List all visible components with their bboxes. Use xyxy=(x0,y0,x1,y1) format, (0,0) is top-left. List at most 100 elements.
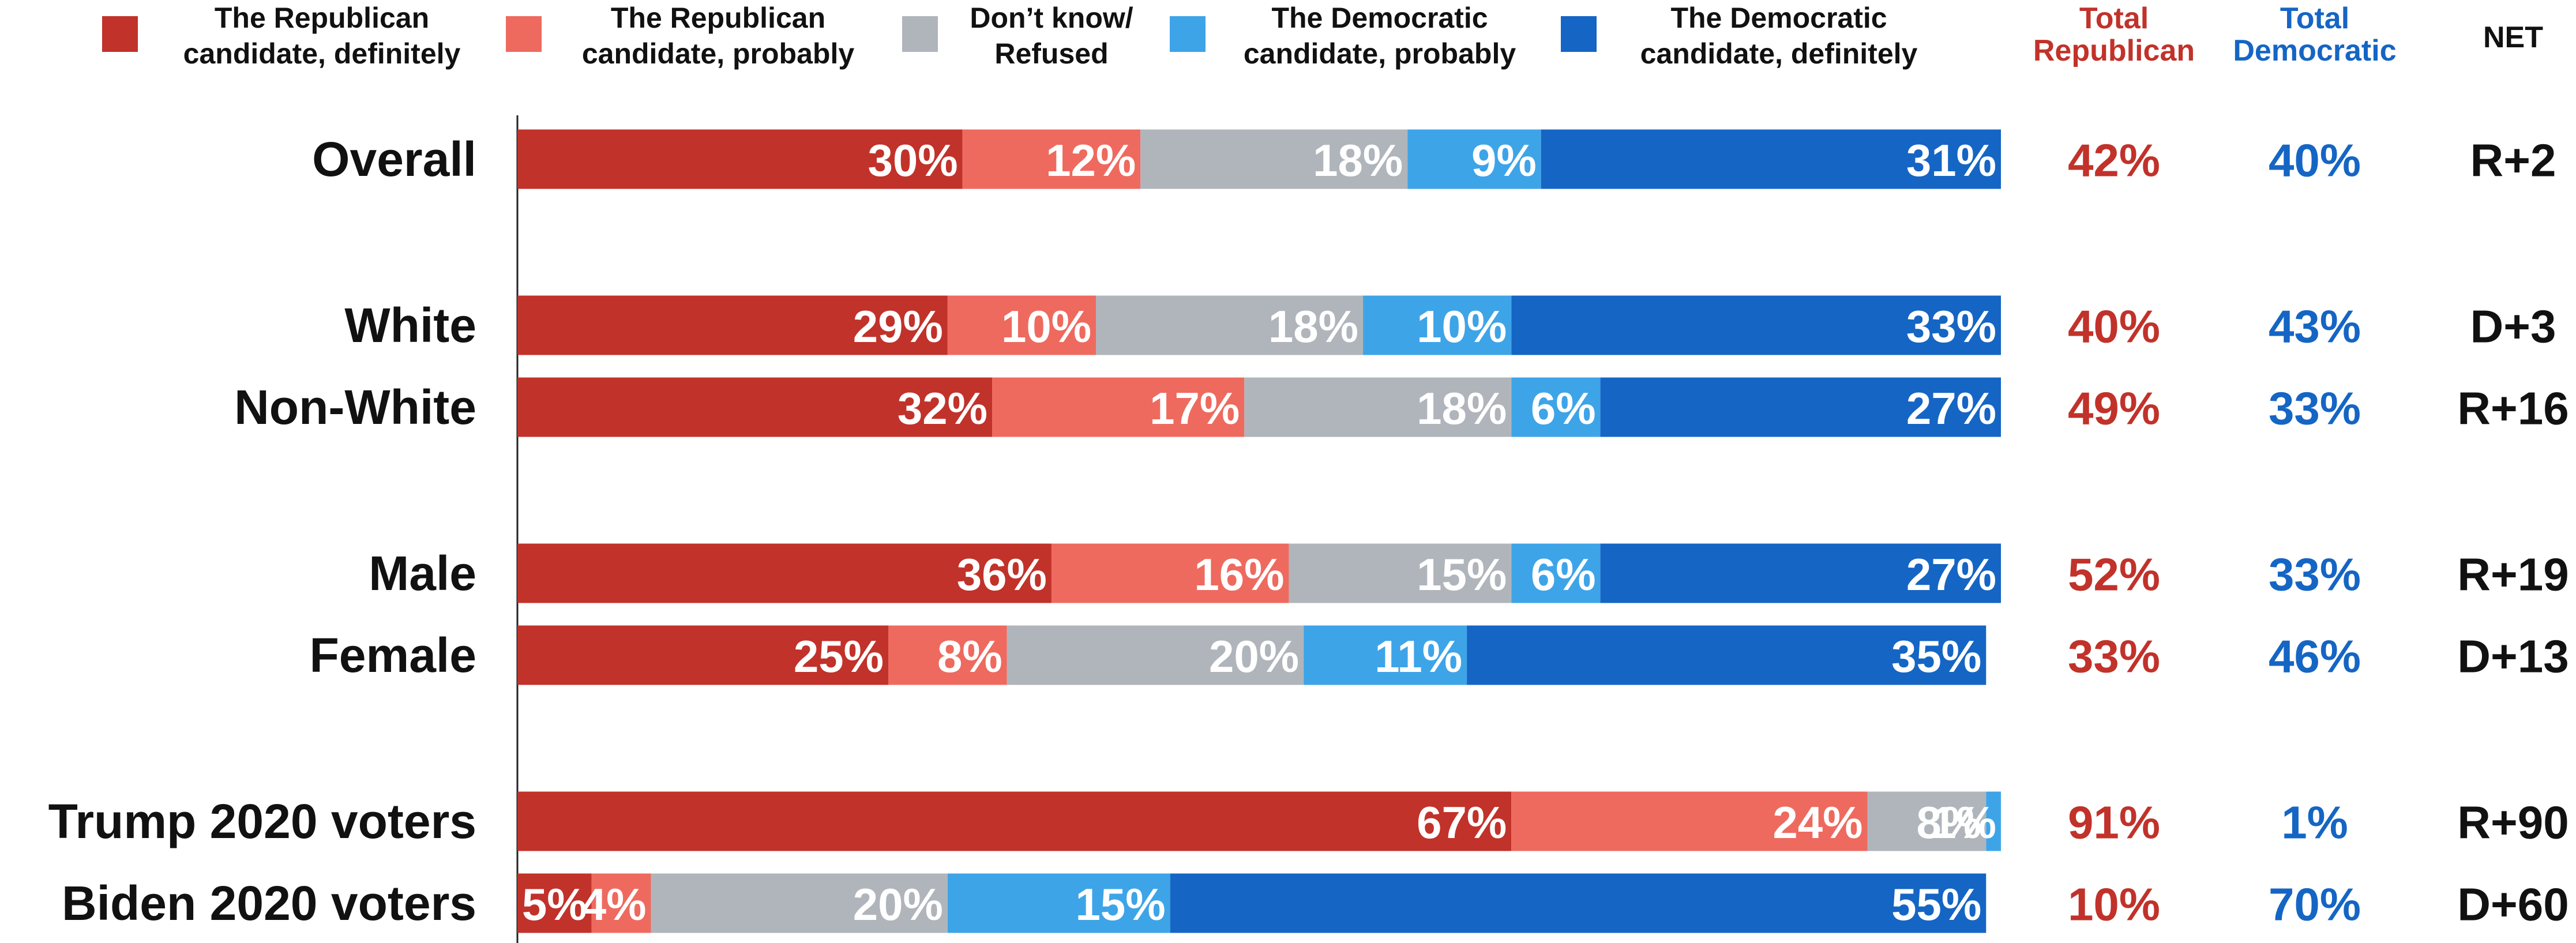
legend-label: The Democratic candidate, probably xyxy=(1243,2,1516,70)
column-value: 33% xyxy=(2068,631,2160,682)
legend-swatch xyxy=(1170,16,1206,52)
column-value: R+19 xyxy=(2457,549,2569,600)
value-label: 29% xyxy=(853,301,943,352)
column-value: 52% xyxy=(2068,549,2160,600)
bar-segment xyxy=(888,625,1007,685)
value-label: 16% xyxy=(1194,549,1284,600)
value-label: 8% xyxy=(1917,797,1982,848)
value-label: 30% xyxy=(868,135,957,186)
bar-segment xyxy=(1140,129,1408,189)
value-label: 5% xyxy=(522,879,587,930)
value-label: 9% xyxy=(1471,135,1537,186)
value-label: 17% xyxy=(1150,383,1240,434)
column-value: 70% xyxy=(2269,879,2361,930)
column-header: Total Democratic xyxy=(2233,2,2397,67)
legend-swatch xyxy=(506,16,542,52)
bar-segment xyxy=(1986,791,2001,851)
bar-segment xyxy=(1467,625,1987,685)
value-label: 35% xyxy=(1891,631,1981,682)
column-value: 43% xyxy=(2269,301,2361,352)
value-label: 27% xyxy=(1906,383,1996,434)
legend-swatch xyxy=(902,16,938,52)
bar-segment xyxy=(591,873,651,933)
legend-label: Don’t know/ Refused xyxy=(970,2,1133,70)
column-header: Total Republican xyxy=(2033,2,2195,67)
bar-segment xyxy=(517,129,963,189)
bar-segment xyxy=(517,295,948,355)
column-value: 49% xyxy=(2068,383,2160,434)
column-value: D+60 xyxy=(2457,879,2569,930)
bar-segment xyxy=(517,625,888,685)
value-label: 1% xyxy=(1931,797,1996,848)
value-label: 10% xyxy=(1001,301,1091,352)
bar-segment xyxy=(1541,129,2001,189)
bar-segment xyxy=(517,377,993,437)
bar-segment xyxy=(1244,377,1512,437)
bar-segment xyxy=(1051,543,1289,603)
value-label: 20% xyxy=(1209,631,1299,682)
category-label: White xyxy=(344,298,476,352)
column-value: R+90 xyxy=(2457,797,2569,848)
bar-segment xyxy=(1007,625,1304,685)
category-label: Biden 2020 voters xyxy=(62,876,476,930)
value-label: 18% xyxy=(1268,301,1358,352)
value-label: 15% xyxy=(1417,549,1507,600)
bar-segment xyxy=(1363,295,1512,355)
column-value: R+16 xyxy=(2457,383,2569,434)
column-value: 33% xyxy=(2269,383,2361,434)
bar-segment xyxy=(992,377,1245,437)
bar-segment xyxy=(947,873,1170,933)
column-value: D+13 xyxy=(2457,631,2569,682)
legend-label: The Democratic candidate, definitely xyxy=(1640,2,1918,70)
column-value: 33% xyxy=(2269,549,2361,600)
bar-segment xyxy=(1600,543,2001,603)
category-label: Female xyxy=(310,628,477,682)
bar-segment xyxy=(947,295,1097,355)
column-value: 42% xyxy=(2068,135,2160,186)
value-label: 6% xyxy=(1531,383,1596,434)
column-value: 91% xyxy=(2068,797,2160,848)
value-label: 10% xyxy=(1417,301,1507,352)
bar-segment xyxy=(1289,543,1512,603)
bar-segment xyxy=(1511,543,1601,603)
value-label: 4% xyxy=(581,879,647,930)
legend-label: The Republican candidate, definitely xyxy=(183,2,461,70)
column-value: R+2 xyxy=(2470,135,2556,186)
category-label: Overall xyxy=(312,132,476,186)
column-value: 40% xyxy=(2269,135,2361,186)
value-label: 36% xyxy=(957,549,1047,600)
bar-segment xyxy=(1096,295,1364,355)
category-label: Trump 2020 voters xyxy=(48,794,476,848)
column-value: 40% xyxy=(2068,301,2160,352)
value-label: 8% xyxy=(937,631,1002,682)
value-label: 24% xyxy=(1773,797,1862,848)
value-label: 32% xyxy=(898,383,987,434)
value-label: 18% xyxy=(1313,135,1403,186)
column-value: 1% xyxy=(2281,797,2348,848)
category-label: Non-White xyxy=(234,380,476,434)
value-label: 18% xyxy=(1417,383,1507,434)
legend-swatch xyxy=(1561,16,1597,52)
value-label: 27% xyxy=(1906,549,1996,600)
legend-label: The Republican candidate, probably xyxy=(581,2,855,70)
value-label: 25% xyxy=(794,631,884,682)
value-label: 55% xyxy=(1891,879,1981,930)
bar-segment xyxy=(1511,377,1601,437)
value-label: 31% xyxy=(1906,135,1996,186)
legend-swatch xyxy=(102,16,138,52)
bar-segment xyxy=(517,791,1512,851)
value-label: 12% xyxy=(1046,135,1136,186)
column-header: NET xyxy=(2483,21,2543,54)
column-value: 46% xyxy=(2269,631,2361,682)
bar-segment xyxy=(517,543,1052,603)
value-label: 6% xyxy=(1531,549,1596,600)
bar-segment xyxy=(1304,625,1467,685)
bar-segment xyxy=(651,873,948,933)
bar-segment xyxy=(962,129,1141,189)
bar-segment xyxy=(1511,791,1868,851)
column-value: 10% xyxy=(2068,879,2160,930)
value-label: 33% xyxy=(1906,301,1996,352)
bar-segment xyxy=(1600,377,2001,437)
